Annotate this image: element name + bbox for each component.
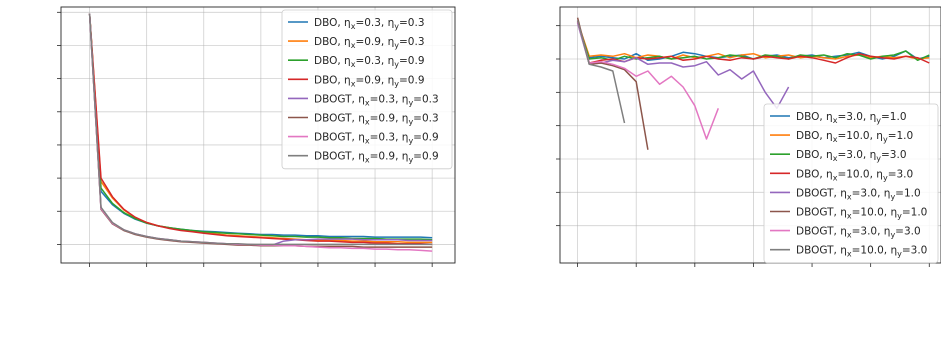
legend-entry-7: DBOGT, ηx=0.9, ηy=0.9 (314, 151, 439, 165)
legend-entry-6: DBOGT, ηx=3.0, ηy=3.0 (796, 226, 921, 240)
legend-entry-5: DBOGT, ηx=0.9, ηy=0.3 (314, 113, 439, 127)
legend: DBO, ηx=3.0, ηy=1.0 DBO, ηx=10.0, ηy=1.0 D… (763, 103, 939, 264)
legend-entry-5: DBOGT, ηx=10.0, ηy=1.0 (796, 207, 927, 221)
legend-entry-4: DBOGT, ηx=3.0, ηy=1.0 (796, 187, 921, 201)
legend-entry-6: DBOGT, ηx=0.3, ηy=0.9 (314, 132, 439, 146)
legend-entry-3: DBO, ηx=10.0, ηy=3.0 (796, 168, 913, 182)
series-line-5 (576, 17, 649, 150)
legend-box (763, 103, 939, 264)
series-line-4 (576, 22, 790, 110)
legend-entry-3: DBO, ηx=0.9, ηy=0.9 (314, 74, 425, 88)
chart-a: DBO, ηx=0.3, ηy=0.3 DBO, ηx=0.9, ηy=0.3 DB… (57, 6, 456, 267)
series-line-7 (88, 13, 433, 246)
legend: DBO, ηx=0.3, ηy=0.3 DBO, ηx=0.9, ηy=0.3 DB… (281, 9, 453, 170)
plot-frame (60, 6, 456, 264)
chart-b: DBO, ηx=3.0, ηy=1.0 DBO, ηx=10.0, ηy=1.0 D… (556, 6, 941, 267)
legend-entry-1: DBO, ηx=10.0, ηy=1.0 (796, 130, 913, 144)
legend-box (281, 9, 453, 170)
plot-frame (559, 6, 941, 264)
legend-entry-7: DBOGT, ηx=10.0, ηy=3.0 (796, 245, 927, 259)
legend-entry-4: DBOGT, ηx=0.3, ηy=0.3 (314, 93, 439, 107)
legend-entry-2: DBO, ηx=0.3, ηy=0.9 (314, 55, 425, 69)
legend-entry-1: DBO, ηx=0.9, ηy=0.3 (314, 36, 425, 50)
legend-entry-0: DBO, ηx=0.3, ηy=0.3 (314, 17, 425, 31)
series-line-6 (576, 21, 720, 140)
series-line-7 (576, 20, 626, 124)
legend-entry-2: DBO, ηx=3.0, ηy=3.0 (796, 149, 907, 163)
legend-entry-0: DBO, ηx=3.0, ηy=1.0 (796, 111, 907, 125)
series-line-3 (88, 13, 433, 246)
